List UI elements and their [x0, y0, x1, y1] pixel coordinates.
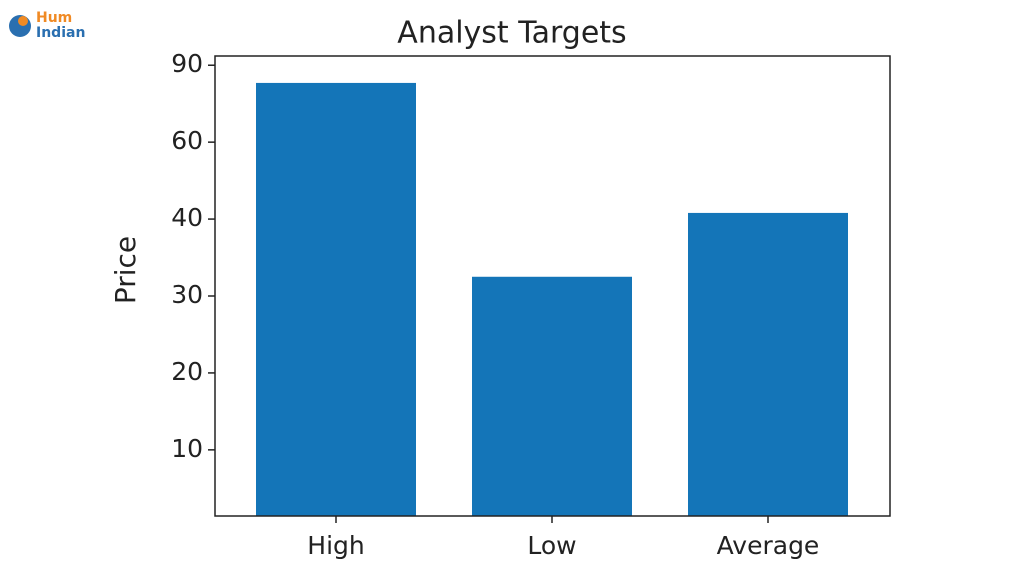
y-tick-label: 20: [171, 357, 203, 386]
bar: [256, 82, 416, 516]
y-tick-label: 30: [171, 280, 203, 309]
chart-title: Analyst Targets: [397, 16, 626, 51]
y-axis-label: Price: [109, 236, 142, 304]
y-tick-label: 90: [171, 49, 203, 78]
plot-frame: [214, 55, 891, 517]
x-tick-label: High: [307, 531, 364, 560]
logo-text: Indian: [36, 25, 85, 41]
y-tick-label: 40: [171, 203, 203, 232]
y-tick-label: 60: [171, 126, 203, 155]
bar: [688, 212, 848, 516]
x-tick-label: Average: [717, 531, 820, 560]
logo-icon-dot: [18, 16, 28, 26]
x-tick-label: Low: [527, 531, 576, 560]
y-tick-label: 10: [171, 434, 203, 463]
bar: [472, 276, 632, 516]
logo-text: Hum: [36, 10, 72, 26]
logo: Hum Indian: [9, 10, 85, 41]
